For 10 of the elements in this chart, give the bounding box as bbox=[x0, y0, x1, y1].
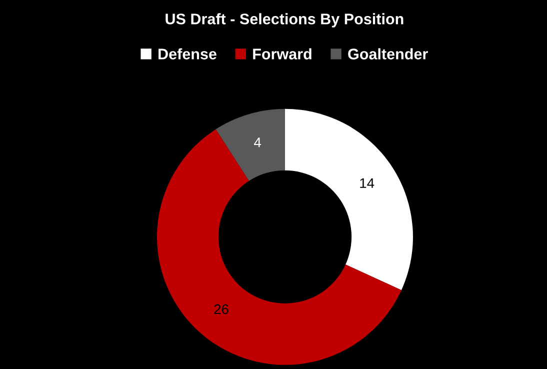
data-label: 4 bbox=[254, 138, 262, 148]
legend-label: Goaltender bbox=[348, 48, 428, 60]
donut-slice bbox=[156, 129, 402, 365]
chart-title: US Draft - Selections By Position bbox=[166, 13, 404, 28]
donut-slice bbox=[216, 108, 285, 181]
legend-label: Forward bbox=[253, 48, 312, 60]
donut-slice bbox=[284, 108, 413, 290]
legend-label: Defense bbox=[158, 48, 216, 60]
data-label: 26 bbox=[214, 304, 228, 314]
data-label: 14 bbox=[360, 178, 374, 188]
